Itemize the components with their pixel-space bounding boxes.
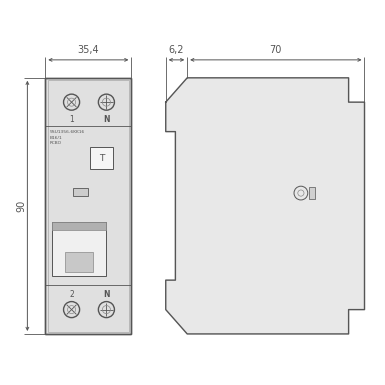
Text: 2: 2	[69, 290, 74, 299]
Text: 1: 1	[69, 115, 74, 124]
Text: 70: 70	[270, 45, 282, 55]
Text: 35,4: 35,4	[77, 45, 99, 55]
Bar	[52, 222, 105, 276]
Text: 6,2: 6,2	[169, 45, 184, 55]
Bar	[48, 80, 129, 331]
Text: 90: 90	[16, 200, 26, 212]
Polygon shape	[166, 78, 365, 334]
Bar	[52, 222, 105, 230]
Bar	[74, 187, 88, 196]
Text: 5SU1356-6KK16
B16/1
RCBO: 5SU1356-6KK16 B16/1 RCBO	[49, 130, 84, 145]
Bar	[90, 147, 113, 169]
Text: T: T	[99, 154, 104, 163]
Text: N: N	[103, 290, 110, 299]
Bar	[45, 78, 131, 334]
Bar	[65, 252, 93, 273]
Text: N: N	[103, 115, 110, 124]
Bar	[309, 187, 315, 199]
Bar	[45, 78, 131, 334]
